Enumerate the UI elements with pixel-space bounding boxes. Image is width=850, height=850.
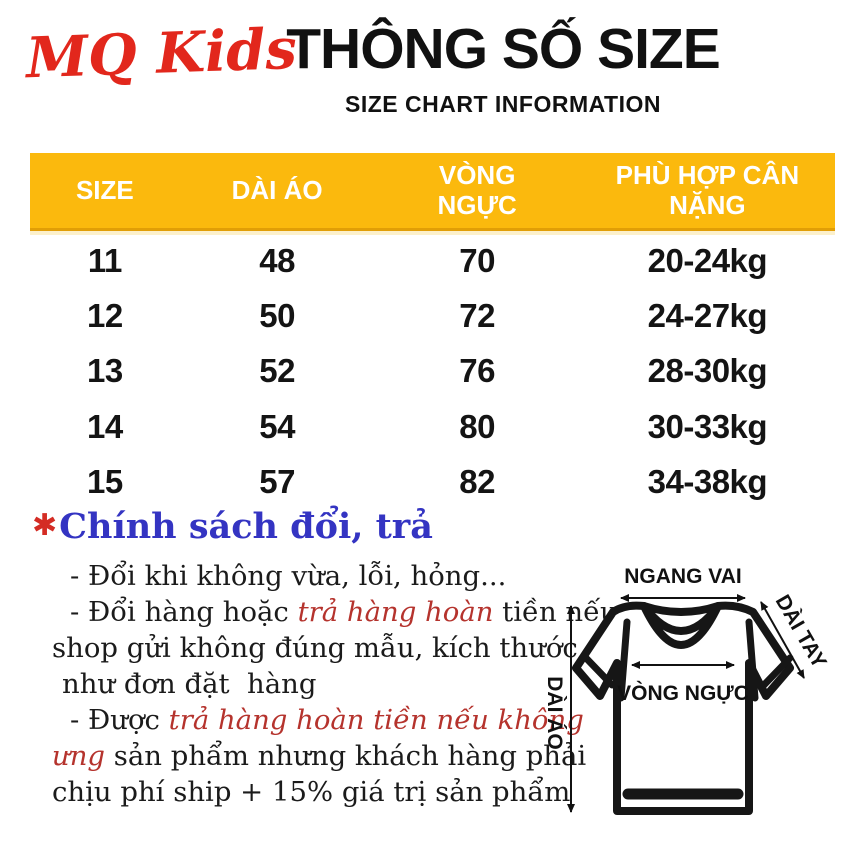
chest-label: VÒNG NGỰC [617,681,749,705]
asterisk-icon: ✱ [32,508,58,543]
table-cell: 20-24kg [647,241,768,279]
table-cell: 14 [87,407,123,445]
policy-highlight-text: ưng [52,740,106,772]
table-cell: 54 [259,407,295,445]
table-cell: 57 [259,463,295,501]
size-table: SIZE DÀI ÁO VÒNG NGỰC PHÙ HỢP CÂN NẶNG 11 48… [30,153,835,510]
table-cell: 11 [87,241,122,279]
column-header: DÀI ÁO [231,174,323,205]
policy-text: sản phẩm nhưng khách hàng phải [105,740,587,772]
table-row: 12 50 72 24-27kg [30,288,835,343]
policy-highlight-text: trả hàng hoàn [297,596,494,628]
table-cell: 72 [459,297,495,335]
table-cell: 13 [87,352,123,390]
column-header: PHÙ HỢP CÂN NẶNG [615,159,800,220]
policy-title-text: Chính sách đổi, trả [59,506,433,547]
policy-text: chịu phí ship + 15% giá trị sản phẩm [52,776,571,808]
table-cell: 28-30kg [647,352,768,390]
table-cell: 76 [459,352,495,390]
collar [640,602,722,649]
table-cell: 12 [87,297,123,335]
table-cell: 80 [459,407,495,445]
table-cell: 70 [459,241,495,279]
policy-line: - Đổi hàng hoặc trả hàng hoàn tiền nếu [32,594,618,630]
page-title: THÔNG SỐ SIZE [286,17,721,81]
table-cell: 15 [87,463,123,501]
column-header: SIZE [75,174,134,205]
tshirt-diagram-svg: NGANG VAI DÀI TAY DÀI ÁO VÒNG NGỰC [543,565,831,815]
policy-line: chịu phí ship + 15% giá trị sản phẩm [32,774,570,810]
policy-line: như đơn đặt hàng [32,666,552,702]
shoulder-width-label: NGANG VAI [624,565,741,588]
table-cell: 50 [259,297,295,335]
tshirt-measurement-diagram: NGANG VAI DÀI TAY DÀI ÁO VÒNG NGỰC [528,548,850,850]
sleeve-length-arrow [760,601,805,679]
policy-text: - Được [70,704,169,736]
policy-title: ✱Chính sách đổi, trả [32,506,552,548]
shirt-length-label: DÀI ÁO [543,676,566,750]
table-cell: 24-27kg [647,297,768,335]
table-body: 11 48 70 20-24kg 12 50 72 24-27kg 13 52 76 28-30kg 1… [30,233,835,510]
table-row: 11 48 70 20-24kg [30,233,835,288]
policy-section: ✱Chính sách đổi, trả - Đổi khi không vừa… [32,506,618,810]
policy-line: - Được trả hàng hoàn tiền nếu không [32,702,584,738]
table-header-row: SIZE DÀI ÁO VÒNG NGỰC PHÙ HỢP CÂN NẶNG [30,153,835,231]
table-row: 13 52 76 28-30kg [30,344,835,399]
policy-text: - Đổi hàng hoặc [70,596,298,628]
brand-logo: MQ Kids [24,15,298,92]
table-cell: 82 [459,463,495,501]
tshirt-outline [572,601,794,815]
table-cell: 52 [259,352,295,390]
policy-text: như đơn đặt hàng [62,668,317,700]
policy-text: - Đổi khi không vừa, lỗi, hỏng... [70,560,507,592]
policy-line: ưng sản phẩm nhưng khách hàng phải [32,738,586,774]
policy-line: shop gửi không đúng mẫu, kích thước [32,630,578,666]
table-row: 14 54 80 30-33kg [30,399,835,454]
table-cell: 34-38kg [647,463,768,501]
policy-lines: - Đổi khi không vừa, lỗi, hỏng... - Đổi h… [32,558,618,810]
policy-text: shop gửi không đúng mẫu, kích thước [52,632,578,664]
page-subtitle: SIZE CHART INFORMATION [345,90,661,117]
header-title-block: THÔNG SỐ SIZE SIZE CHART INFORMATION [278,8,728,118]
column-header: VÒNG NGỰC [437,159,517,220]
policy-line: - Đổi khi không vừa, lỗi, hỏng... [32,558,552,594]
policy-highlight-text: trả hàng hoàn tiền nếu không [168,704,584,736]
table-cell: 48 [259,241,295,279]
table-cell: 30-33kg [647,407,768,445]
table-row: 15 57 82 34-38kg [30,455,835,510]
